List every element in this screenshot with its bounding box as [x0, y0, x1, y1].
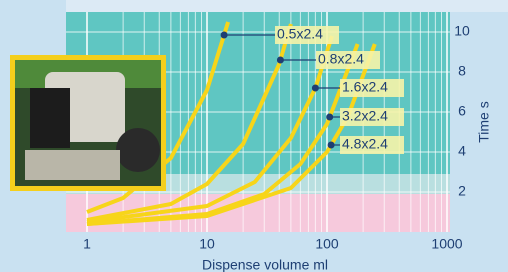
y-tick-label: 10 — [454, 23, 470, 39]
series-label: 0.8x2.4 — [318, 51, 364, 67]
x-tick-label: 10 — [199, 236, 215, 252]
y-tick-label: 8 — [458, 63, 466, 79]
x-tick-label: 1000 — [431, 236, 462, 252]
callout-dot — [277, 57, 284, 64]
callout-dot — [326, 114, 333, 121]
photo — [10, 55, 166, 191]
top-strip — [66, 0, 508, 12]
y-tick-label: 6 — [458, 103, 466, 119]
x-axis-title: Dispense volume ml — [202, 257, 328, 272]
series-label: 4.8x2.4 — [342, 136, 388, 152]
callout-dot — [328, 142, 335, 149]
pump-knob — [116, 128, 160, 172]
y-axis-title: Time s — [476, 101, 492, 142]
callout-dot — [221, 32, 228, 39]
pump-base — [25, 150, 120, 180]
x-tick-label: 1 — [83, 236, 91, 252]
y-tick-label: 4 — [458, 143, 466, 159]
pump-body — [30, 88, 70, 148]
chart: 0.5x2.4 0.8x2.4 1.6x2.4 3.2x2.4 4.8x2.4 Disp… — [0, 0, 508, 272]
series-label: 0.5x2.4 — [277, 26, 323, 42]
callout-dot — [312, 85, 319, 92]
series-label: 1.6x2.4 — [342, 79, 388, 95]
y-tick-label: 2 — [458, 183, 466, 199]
x-tick-label: 100 — [315, 236, 339, 252]
series-label: 3.2x2.4 — [342, 108, 388, 124]
